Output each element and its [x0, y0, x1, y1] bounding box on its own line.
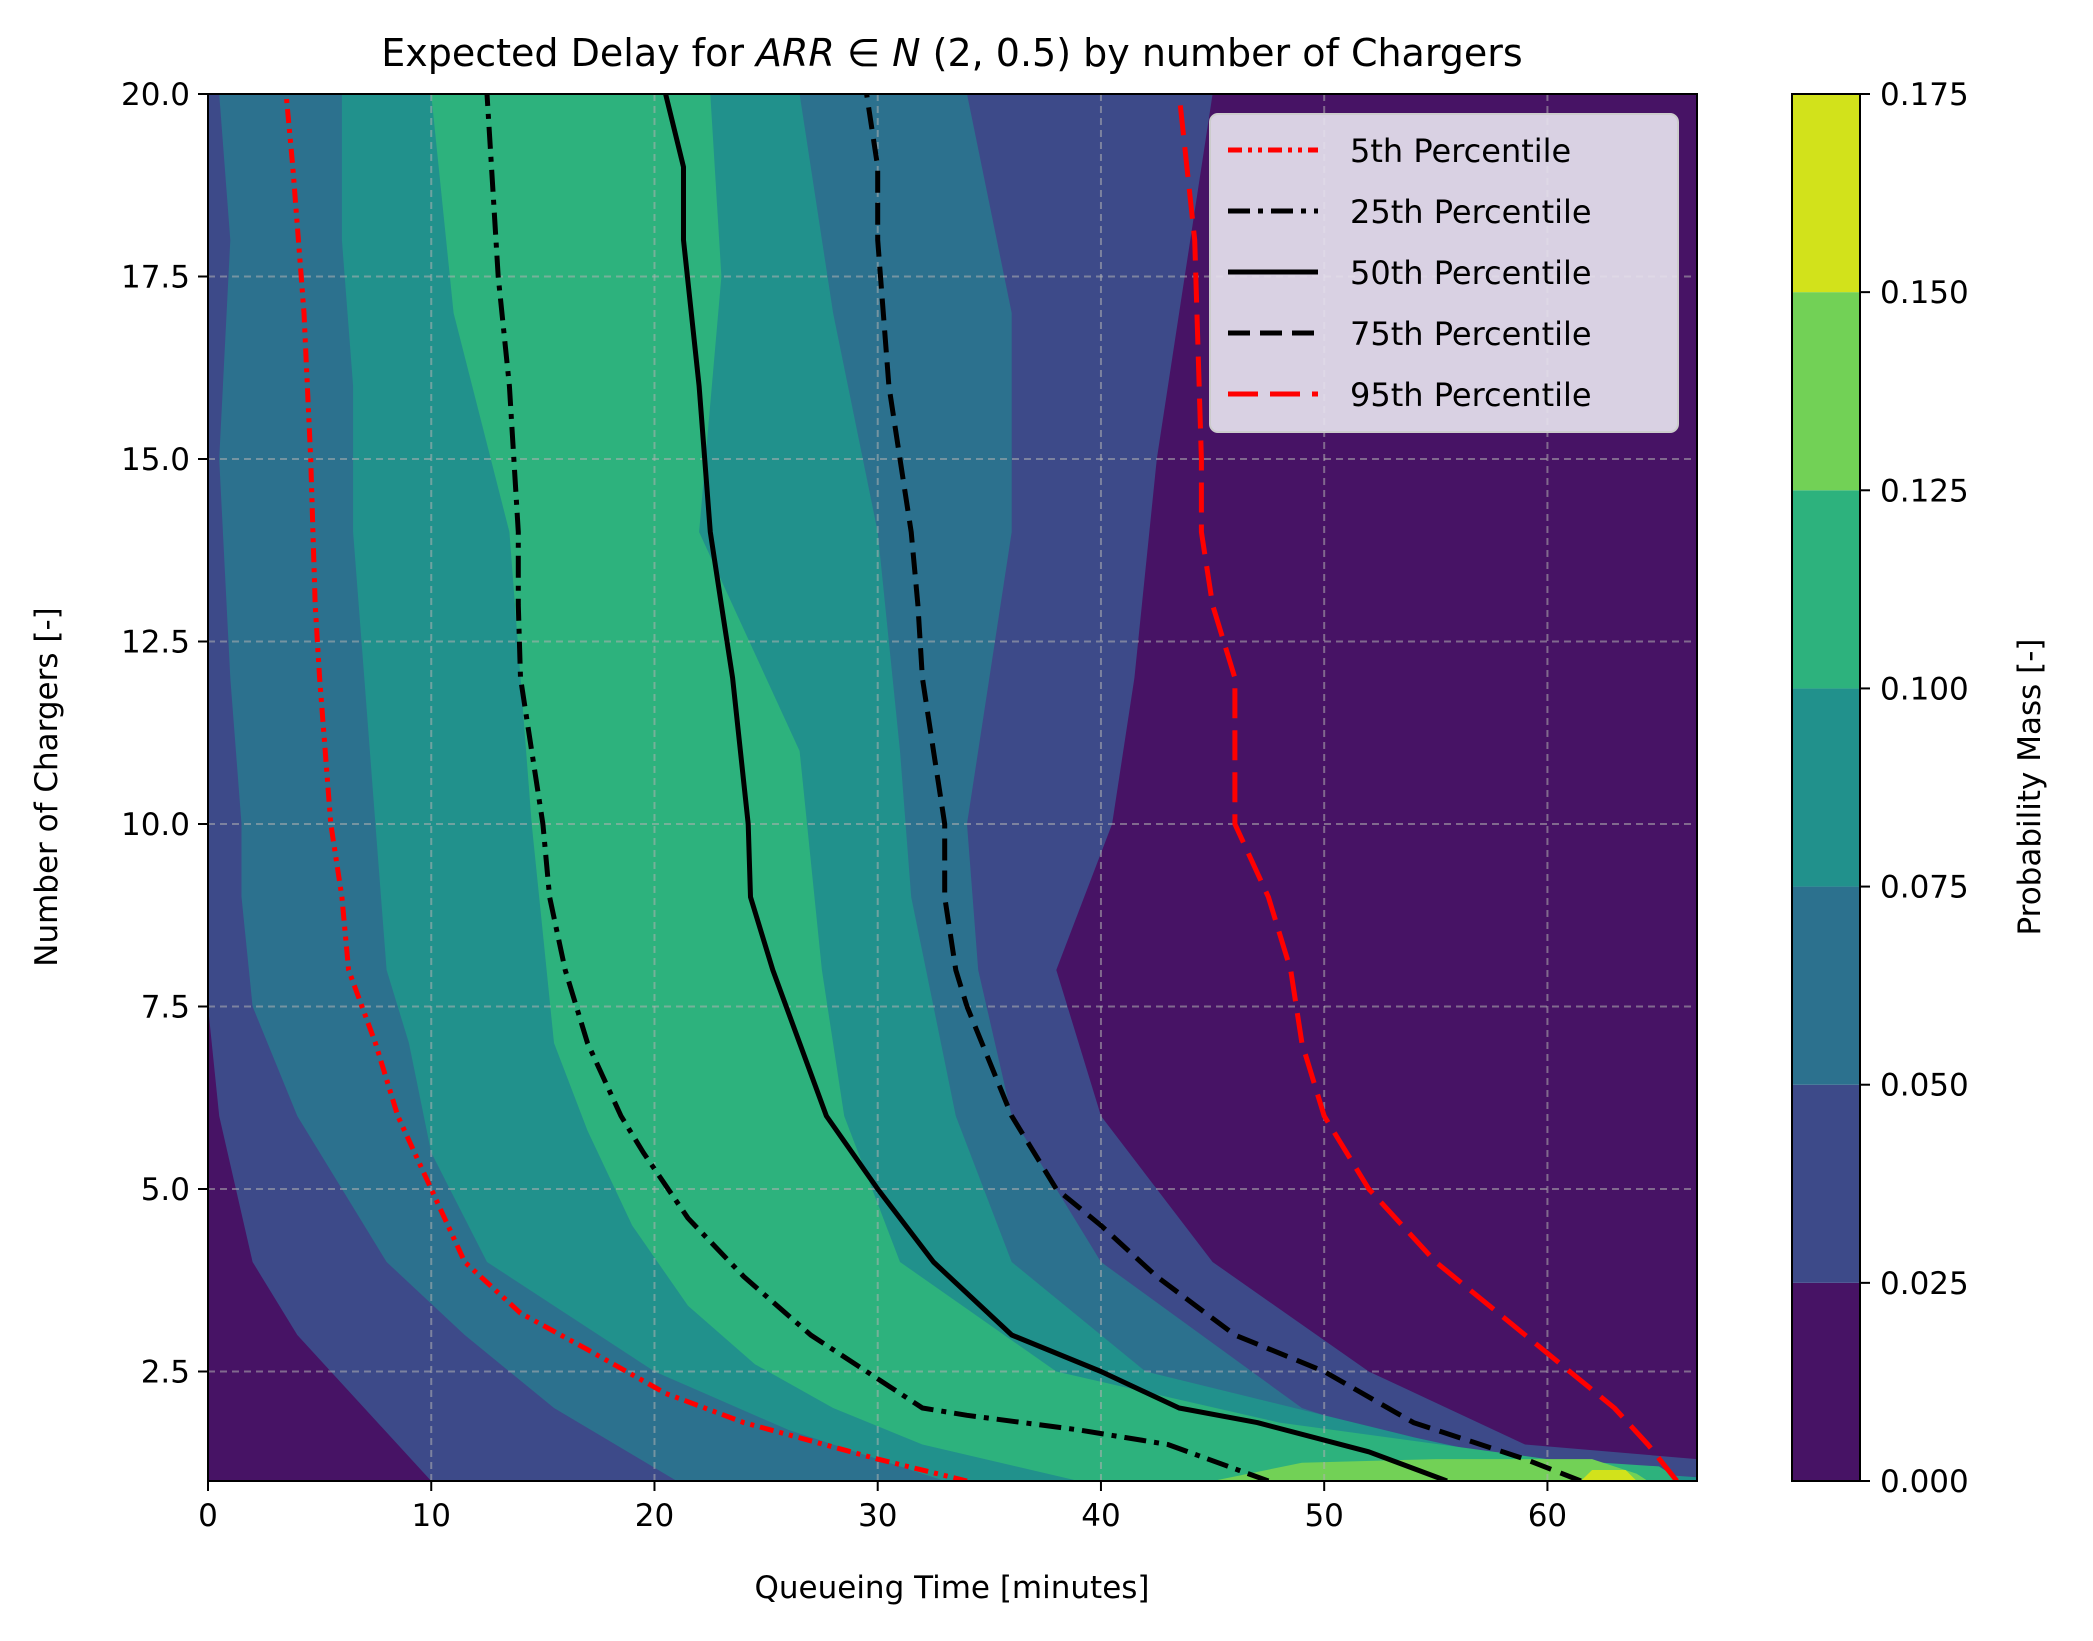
- legend-label-2: 25th Percentile: [1350, 193, 1592, 231]
- colorbar-label: Probability Mass [-]: [2012, 639, 2048, 936]
- x-tick-label: 40: [1081, 1498, 1120, 1534]
- x-axis-label: Queueing Time [minutes]: [754, 1570, 1149, 1606]
- y-tick-label: 15.0: [121, 442, 190, 478]
- y-tick-label: 7.5: [141, 990, 190, 1026]
- x-tick-label: 60: [1528, 1498, 1567, 1534]
- colorbar-ticks: 0.000 0.025 0.050 0.075 0.100 0.125 0.150 0.175: [1860, 77, 1969, 1500]
- series-line-4: [864, 94, 1582, 1481]
- colorbar-band-4: [1792, 490, 1860, 689]
- contour-band-6: [1580, 1470, 1637, 1481]
- series-line-5: [1176, 94, 1679, 1481]
- x-tick-label: 10: [412, 1498, 451, 1534]
- title-params: (2, 0.5): [933, 31, 1071, 75]
- x-axis-ticks: 0 10 20 30 40 50 60: [198, 1481, 1567, 1534]
- colorbar-bands: [1792, 94, 1860, 1481]
- colorbar-tick-label: 0.025: [1880, 1266, 1969, 1302]
- series-layer: [283, 94, 1679, 1481]
- grid-layer: [208, 94, 1697, 1481]
- y-tick-label: 10.0: [121, 807, 190, 843]
- legend-label-5: 95th Percentile: [1350, 376, 1592, 414]
- title-suffix: by number of Chargers: [1083, 31, 1523, 75]
- x-tick-label: 30: [858, 1498, 897, 1534]
- colorbar-band-2: [1792, 886, 1860, 1085]
- legend-box: [1209, 113, 1679, 433]
- colorbar-tick-label: 0.125: [1880, 473, 1969, 509]
- legend-items: 5th Percentile 25th Percentile 50th Percen…: [1228, 132, 1592, 414]
- y-axis-label: Number of Chargers [-]: [29, 607, 65, 966]
- y-axis-ticks: 2.5 5.0 7.5 10.0 12.5 15.0 17.5 20.0: [121, 77, 208, 1391]
- colorbar-band-0: [1792, 1282, 1860, 1481]
- title-prefix: Expected Delay for: [381, 31, 756, 75]
- colorbar-band-6: [1792, 94, 1860, 293]
- colorbar-band-5: [1792, 292, 1860, 491]
- title-math: ARR: [753, 31, 835, 75]
- colorbar-tick-label: 0.050: [1880, 1068, 1969, 1104]
- y-tick-label: 2.5: [141, 1355, 190, 1391]
- plot-frame: [207, 93, 1698, 1482]
- y-tick-label: 5.0: [141, 1172, 190, 1208]
- colorbar-tick-label: 0.150: [1880, 275, 1969, 311]
- legend-label-1: 5th Percentile: [1350, 132, 1571, 170]
- y-tick-label: 12.5: [121, 625, 190, 661]
- legend: 5th Percentile 25th Percentile 50th Percen…: [1209, 113, 1679, 433]
- title-math2: N: [892, 31, 920, 75]
- colorbar-frame: [1791, 93, 1861, 1482]
- series-line-2: [484, 94, 1270, 1481]
- series-line-1: [283, 94, 968, 1481]
- colorbar-band-1: [1792, 1084, 1860, 1283]
- series-line-3: [663, 94, 1448, 1481]
- y-tick-label: 20.0: [121, 77, 190, 113]
- colorbar-tick-label: 0.175: [1880, 77, 1969, 113]
- contour-band-4: [431, 94, 1682, 1481]
- colorbar-tick-label: 0.100: [1880, 671, 1969, 707]
- contour-layer: [208, 94, 1697, 1481]
- colorbar-tick-label: 0.075: [1880, 870, 1969, 906]
- title-member: ∈: [847, 31, 892, 75]
- chart-title: Expected Delay for ARR ∈ N (2, 0.5) by n…: [381, 31, 1522, 75]
- colorbar-tick-label: 0.000: [1880, 1464, 1969, 1500]
- x-tick-label: 50: [1304, 1498, 1343, 1534]
- x-tick-label: 0: [198, 1498, 218, 1534]
- legend-label-3: 50th Percentile: [1350, 254, 1592, 292]
- colorbar: 0.000 0.025 0.050 0.075 0.100 0.125 0.150 0.175…: [1791, 77, 2048, 1500]
- x-tick-label: 20: [635, 1498, 674, 1534]
- y-tick-label: 17.5: [121, 260, 190, 296]
- legend-label-4: 75th Percentile: [1350, 315, 1592, 353]
- colorbar-band-3: [1792, 688, 1860, 887]
